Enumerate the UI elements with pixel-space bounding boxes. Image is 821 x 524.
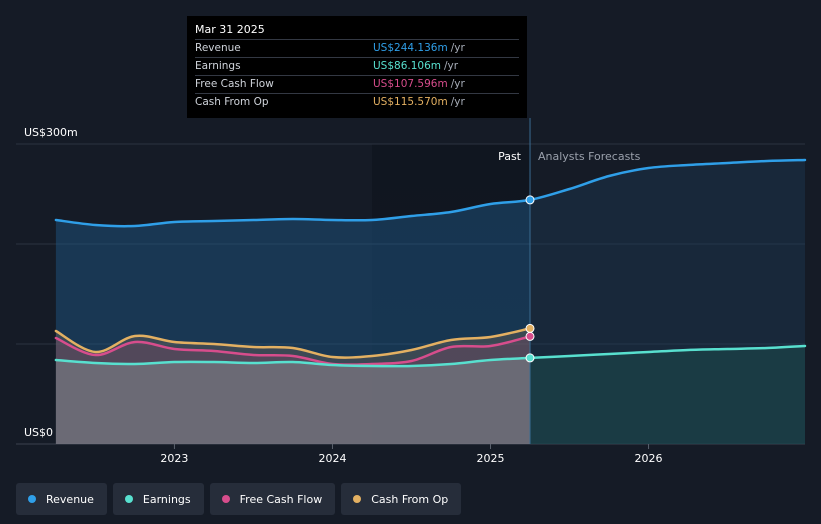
legend-dot-icon	[353, 495, 362, 503]
legend-dot-icon	[221, 495, 230, 503]
marker-revenue[interactable]	[525, 195, 535, 205]
line-free-cash-flow	[54, 335, 532, 366]
tooltip-label: Revenue	[195, 42, 241, 54]
line-revenue	[54, 158, 807, 228]
legend-dot-icon	[28, 495, 36, 503]
legend-item-earnings[interactable]: Earnings	[112, 483, 204, 515]
tooltip: Mar 31 2025 Revenue US$244.136m/yr Earni…	[187, 16, 527, 118]
past-label: Past	[498, 150, 522, 163]
legend-item-free-cash-flow[interactable]: Free Cash Flow	[209, 483, 336, 515]
tooltip-row-earnings: Earnings US$86.106m/yr	[195, 57, 519, 75]
line-cash-from-op	[54, 327, 532, 359]
marker-free-cash-flow[interactable]	[525, 331, 535, 341]
x-tick-label: 2023	[160, 452, 188, 465]
tooltip-unit: /yr	[450, 78, 465, 90]
tooltip-row-free-cash-flow: Free Cash Flow US$107.596m/yr	[195, 75, 519, 93]
legend-item-cash-from-op[interactable]: Cash From Op	[341, 483, 462, 515]
y-axis-top-label: US$300m	[24, 126, 78, 139]
legend-label: Cash From Op	[371, 492, 449, 506]
legend-item-revenue[interactable]: Revenue	[16, 483, 107, 515]
tooltip-date: Mar 31 2025	[195, 23, 265, 36]
tooltip-value: US$244.136m	[373, 42, 448, 54]
legend: Revenue Earnings Free Cash Flow Cash Fro…	[16, 483, 462, 515]
tooltip-value: US$115.570m	[373, 96, 448, 108]
legend-label: Earnings	[142, 492, 191, 506]
tooltip-row-revenue: Revenue US$244.136m/yr	[195, 39, 519, 57]
tooltip-unit: /yr	[450, 42, 465, 54]
legend-label: Revenue	[46, 492, 94, 506]
tooltip-label: Cash From Op	[195, 96, 269, 108]
tooltip-label: Free Cash Flow	[195, 78, 274, 90]
legend-dot-icon	[124, 495, 133, 503]
marker-earnings[interactable]	[525, 353, 535, 363]
tooltip-unit: /yr	[450, 96, 465, 108]
line-earnings	[54, 344, 807, 368]
y-axis-bottom-label: US$0	[24, 426, 53, 439]
area-earnings-past	[55, 357, 531, 444]
forecast-label: Analysts Forecasts	[538, 150, 641, 163]
x-tick-label: 2025	[477, 452, 505, 465]
area-earnings-forecast	[530, 346, 805, 444]
tooltip-unit: /yr	[444, 60, 459, 72]
x-tick-label: 2026	[635, 452, 663, 465]
tooltip-row-cash-from-op: Cash From Op US$115.570m/yr	[195, 93, 519, 111]
marker-cash-from-op[interactable]	[525, 323, 535, 333]
tooltip-label: Earnings	[195, 60, 241, 72]
tooltip-value: US$107.596m	[373, 78, 448, 90]
legend-label: Free Cash Flow	[239, 492, 323, 506]
x-tick-label: 2024	[318, 452, 346, 465]
tooltip-value: US$86.106m	[373, 60, 441, 72]
